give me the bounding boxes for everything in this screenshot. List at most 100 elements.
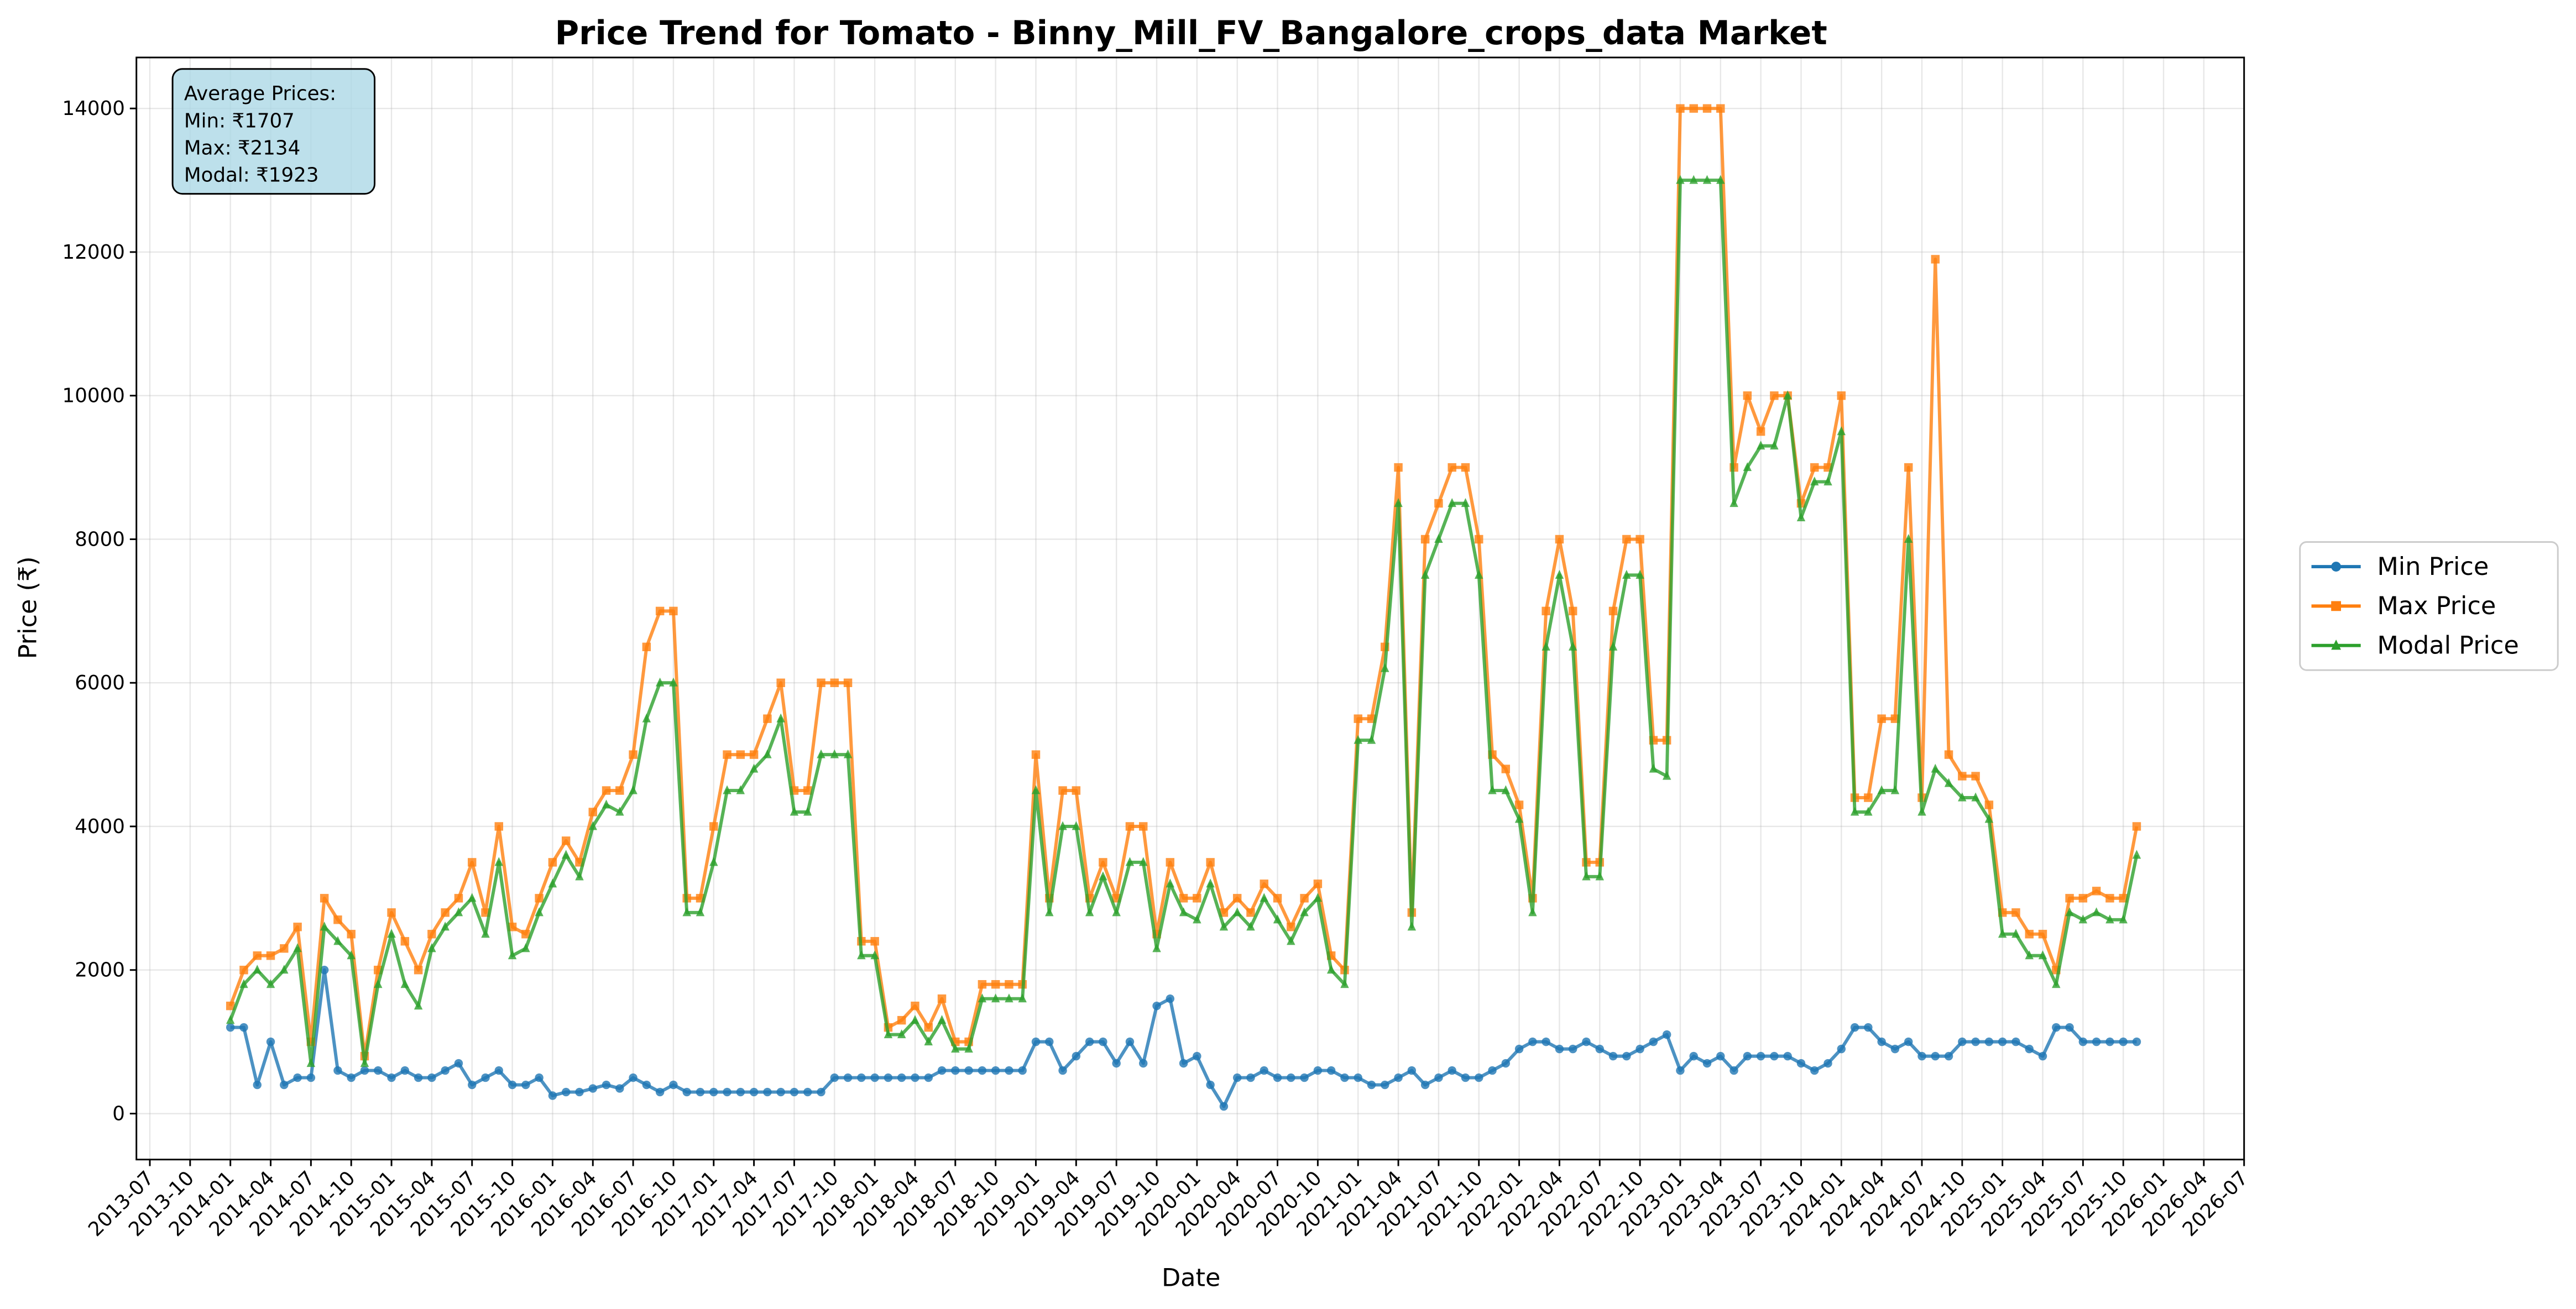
marker (1582, 871, 1591, 881)
marker (1448, 463, 1456, 472)
marker (1367, 735, 1376, 744)
marker (978, 980, 987, 989)
marker (2105, 914, 2114, 924)
marker (1219, 921, 1229, 931)
marker (978, 1066, 987, 1075)
marker (1461, 498, 1470, 507)
marker (1112, 907, 1121, 917)
marker (1756, 427, 1765, 436)
marker (1448, 498, 1456, 507)
marker (709, 857, 718, 866)
marker (1072, 786, 1081, 795)
marker (1756, 1051, 1765, 1061)
marker (1313, 1066, 1323, 1075)
marker (306, 1073, 316, 1082)
marker (1326, 1066, 1336, 1075)
marker (1407, 921, 1417, 931)
marker (347, 1073, 356, 1082)
marker (1340, 979, 1349, 988)
marker (2038, 950, 2047, 960)
marker (1636, 535, 1644, 544)
marker (669, 606, 678, 616)
marker (1756, 441, 1765, 450)
marker (655, 677, 665, 687)
marker (2331, 562, 2342, 572)
marker (2132, 850, 2141, 859)
marker (1904, 1037, 1913, 1046)
marker (1837, 391, 1846, 400)
marker (1407, 1066, 1417, 1075)
marker (333, 915, 342, 924)
marker (964, 1044, 973, 1053)
marker (911, 1001, 919, 1010)
marker (1958, 792, 1967, 802)
marker (1354, 1073, 1362, 1082)
marker (226, 1023, 235, 1032)
marker (830, 749, 839, 758)
legend-label: Min Price (2377, 552, 2489, 581)
annotation-text: Modal: ₹1923 (184, 164, 319, 186)
marker (803, 807, 812, 816)
y-tick-label: 10000 (62, 385, 125, 407)
marker (521, 1080, 530, 1090)
marker (817, 678, 825, 687)
marker (1877, 714, 1886, 723)
marker (2011, 1037, 2020, 1046)
marker (897, 1015, 906, 1025)
marker (441, 921, 450, 931)
marker (964, 1066, 973, 1075)
marker (1232, 894, 1242, 903)
marker (1971, 792, 1980, 802)
annotation-text: Min: ₹1707 (184, 109, 295, 132)
marker (253, 965, 262, 974)
marker (1837, 426, 1846, 436)
marker (1434, 533, 1443, 543)
marker (1810, 1066, 1819, 1075)
marker (937, 1066, 947, 1075)
marker (1555, 535, 1564, 544)
marker (2132, 1037, 2141, 1046)
marker (1232, 907, 1242, 917)
marker (1917, 1051, 1926, 1061)
marker (1622, 1051, 1631, 1061)
marker (427, 943, 436, 952)
y-axis-label: Price (₹) (13, 556, 42, 659)
marker (1542, 1037, 1550, 1046)
marker (1622, 535, 1631, 544)
marker (2078, 914, 2088, 924)
marker (1931, 763, 1940, 773)
marker (1608, 606, 1618, 616)
marker (1273, 894, 1282, 903)
marker (2105, 1037, 2114, 1046)
marker (1206, 878, 1215, 888)
marker (870, 1073, 879, 1082)
marker (1246, 1073, 1255, 1082)
y-tick-label: 12000 (62, 241, 125, 264)
marker (1689, 175, 1698, 184)
marker (1931, 255, 1940, 264)
marker (494, 1066, 504, 1075)
marker (1528, 1037, 1537, 1046)
marker (441, 1066, 450, 1075)
marker (776, 713, 785, 722)
marker (1568, 1044, 1577, 1054)
marker (897, 1073, 906, 1082)
marker (306, 1058, 316, 1067)
marker (400, 979, 410, 988)
marker (1313, 893, 1323, 902)
marker (629, 750, 638, 759)
marker (2092, 907, 2101, 917)
marker (374, 1066, 383, 1075)
marker (1904, 533, 1913, 543)
marker (494, 822, 504, 831)
marker (320, 921, 329, 931)
marker (1005, 980, 1013, 989)
marker (803, 786, 812, 795)
marker (1232, 1073, 1242, 1082)
marker (1850, 1023, 1859, 1032)
marker (1877, 785, 1886, 794)
marker (387, 1073, 396, 1082)
marker (1340, 1073, 1349, 1082)
marker (360, 1066, 369, 1075)
marker (1058, 1066, 1067, 1075)
